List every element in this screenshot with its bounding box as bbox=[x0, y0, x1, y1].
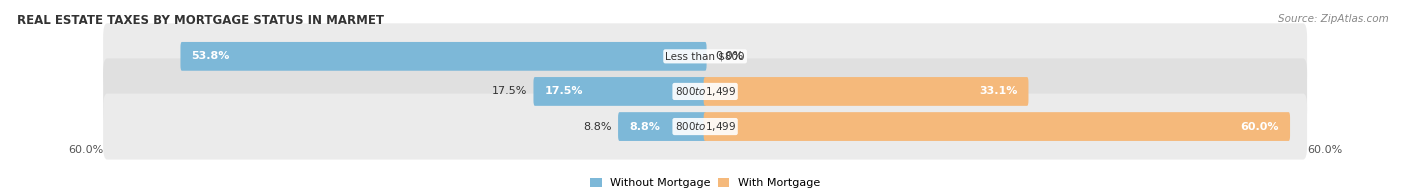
Text: 8.8%: 8.8% bbox=[630, 122, 661, 132]
FancyBboxPatch shape bbox=[703, 77, 1028, 106]
Text: 60.0%: 60.0% bbox=[1306, 145, 1343, 155]
Text: 8.8%: 8.8% bbox=[583, 122, 612, 132]
Text: 53.8%: 53.8% bbox=[191, 51, 231, 61]
Text: $800 to $1,499: $800 to $1,499 bbox=[675, 120, 735, 133]
Text: 60.0%: 60.0% bbox=[1240, 122, 1279, 132]
Text: 0.0%: 0.0% bbox=[714, 51, 744, 61]
Text: REAL ESTATE TAXES BY MORTGAGE STATUS IN MARMET: REAL ESTATE TAXES BY MORTGAGE STATUS IN … bbox=[17, 14, 384, 27]
FancyBboxPatch shape bbox=[103, 93, 1308, 160]
Text: Less than $800: Less than $800 bbox=[665, 51, 745, 61]
Text: 17.5%: 17.5% bbox=[492, 86, 527, 96]
Text: $800 to $1,499: $800 to $1,499 bbox=[675, 85, 735, 98]
Text: 60.0%: 60.0% bbox=[67, 145, 104, 155]
FancyBboxPatch shape bbox=[703, 112, 1291, 141]
FancyBboxPatch shape bbox=[180, 42, 707, 71]
Text: Source: ZipAtlas.com: Source: ZipAtlas.com bbox=[1278, 14, 1389, 24]
FancyBboxPatch shape bbox=[619, 112, 707, 141]
Text: 17.5%: 17.5% bbox=[544, 86, 583, 96]
FancyBboxPatch shape bbox=[533, 77, 707, 106]
FancyBboxPatch shape bbox=[103, 58, 1308, 124]
FancyBboxPatch shape bbox=[103, 23, 1308, 89]
Legend: Without Mortgage, With Mortgage: Without Mortgage, With Mortgage bbox=[591, 178, 820, 189]
Text: 33.1%: 33.1% bbox=[979, 86, 1018, 96]
